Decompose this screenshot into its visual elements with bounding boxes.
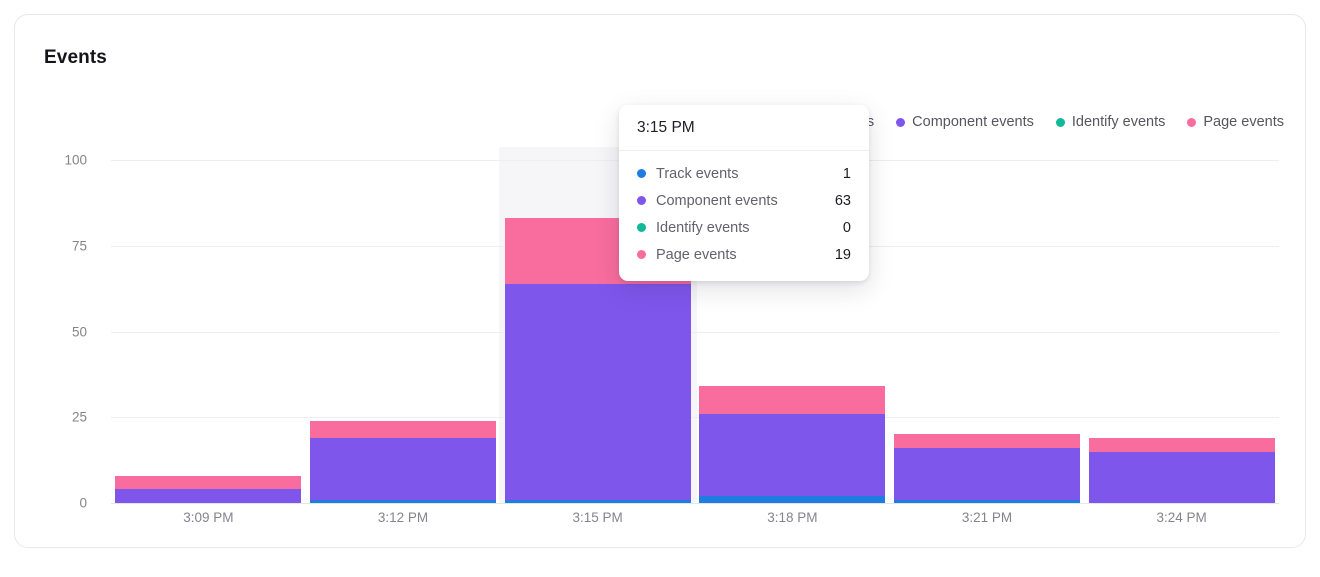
bar-segment-page-events[interactable]: [310, 420, 496, 438]
page-title: Events: [44, 47, 107, 68]
tooltip-series-value: 19: [834, 246, 851, 263]
bar-segment-component-events[interactable]: [504, 283, 691, 500]
legend-item-label: Component events: [912, 114, 1034, 130]
x-axis-tick-label: 3:21 PM: [961, 510, 1013, 525]
bar-segment-page-events[interactable]: [894, 434, 1080, 449]
tooltip-series-label: Page events: [656, 246, 737, 263]
tooltip-series-label: Identify events: [656, 219, 750, 236]
bar-segment-component-events[interactable]: [1088, 451, 1275, 503]
tooltip-series-dot-icon: [637, 169, 646, 178]
legend-dot-icon: [1187, 117, 1197, 127]
y-gridline: [111, 331, 1279, 333]
y-axis-tick-label: 0: [79, 495, 87, 511]
tooltip-series-value: 63: [834, 192, 851, 209]
tooltip-row: Identify events 0: [637, 214, 851, 241]
bar-segment-component-events[interactable]: [310, 437, 496, 500]
x-axis-line: [111, 503, 1279, 504]
bar-segment-component-events[interactable]: [894, 448, 1080, 500]
bar-stack[interactable]: [310, 420, 496, 503]
bar-stack[interactable]: [1088, 437, 1275, 503]
tooltip-series-dot-icon: [637, 223, 646, 232]
x-axis-tick-label: 3:09 PM: [183, 510, 234, 525]
bar-segment-track-events[interactable]: [310, 499, 496, 503]
y-gridline: [111, 417, 1279, 419]
bar-segment-page-events[interactable]: [1088, 437, 1275, 452]
bar-stack[interactable]: [894, 434, 1080, 503]
legend-item-page-events[interactable]: Page events: [1187, 114, 1284, 130]
bar-segment-track-events[interactable]: [699, 496, 886, 503]
bar-stack[interactable]: [699, 386, 886, 503]
y-axis-tick-label: 75: [71, 238, 87, 254]
tooltip-series-dot-icon: [637, 196, 646, 205]
legend-dot-icon: [896, 117, 906, 127]
tooltip-row: Page events 19: [637, 241, 851, 268]
tooltip-series-value: 1: [842, 165, 851, 182]
tooltip-row: Track events 1: [637, 160, 851, 187]
events-chart-card: Events Track events Component events Ident…: [14, 14, 1306, 548]
bar-stack[interactable]: [115, 475, 302, 503]
chart-tooltip: 3:15 PM Track events 1 Component events 63 I…: [619, 105, 869, 281]
bar-segment-component-events[interactable]: [699, 413, 886, 497]
x-axis-tick-label: 3:12 PM: [377, 510, 429, 525]
y-axis-tick-label: 100: [64, 152, 87, 168]
bar-segment-component-events[interactable]: [115, 489, 302, 503]
bar-segment-track-events[interactable]: [504, 499, 691, 503]
y-axis-tick-label: 50: [71, 324, 87, 339]
x-axis-tick-label: 3:24 PM: [1156, 510, 1207, 525]
y-axis-tick-label: 25: [71, 409, 87, 425]
tooltip-rows: Track events 1 Component events 63 Identify …: [619, 151, 869, 281]
x-axis-tick-label: 3:15 PM: [572, 510, 623, 525]
bar-segment-track-events[interactable]: [894, 499, 1080, 503]
bar-segment-page-events[interactable]: [115, 475, 302, 490]
bar-segment-page-events[interactable]: [699, 386, 886, 414]
tooltip-series-label: Track events: [656, 165, 739, 182]
tooltip-series-value: 0: [842, 219, 851, 236]
legend-item-component-events[interactable]: Component events: [896, 114, 1034, 130]
tooltip-header: 3:15 PM: [619, 105, 869, 151]
legend-item-label: Page events: [1203, 114, 1284, 130]
legend-dot-icon: [1055, 117, 1065, 127]
legend-item-label: Identify events: [1071, 114, 1166, 130]
x-axis-tick-label: 3:18 PM: [767, 510, 818, 525]
legend-item-identify-events[interactable]: Identify events: [1055, 114, 1166, 130]
tooltip-row: Component events 63: [637, 187, 851, 214]
tooltip-series-dot-icon: [637, 250, 646, 259]
tooltip-series-label: Component events: [656, 192, 778, 209]
